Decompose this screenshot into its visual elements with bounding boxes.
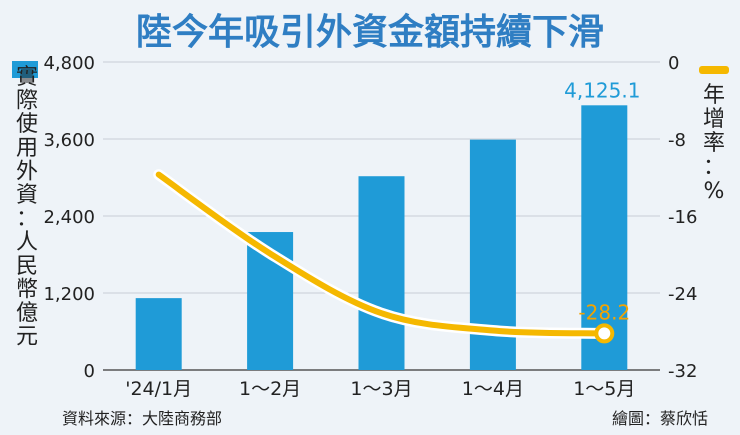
data-labels: 4,125.1 -28.2 [564, 78, 640, 324]
right-axis-label: 年增率：% [703, 83, 725, 204]
right-axis-tick-label: -8 [668, 130, 686, 151]
left-axis-tick-label: 2,400 [43, 207, 95, 228]
left-axis-tick-label: 0 [84, 361, 95, 382]
line-path [155, 171, 608, 337]
category-label: 1～3月 [350, 378, 412, 400]
line-endpoint [594, 323, 615, 344]
left-axis-tick-label: 4,800 [43, 53, 95, 74]
growth-line [153, 169, 615, 344]
category-labels: '24/1月 1～2月 1～3月 1～4月 1～5月 [125, 378, 635, 400]
credit-note: 繪圖：蔡欣恬 [612, 409, 708, 428]
bar [135, 298, 182, 370]
category-label: 1～2月 [239, 378, 301, 400]
category-label: 1～4月 [462, 378, 524, 400]
category-label: 1～5月 [573, 378, 635, 400]
right-axis-tick-label: 0 [668, 53, 679, 74]
category-label: '24/1月 [125, 378, 192, 400]
source-note: 資料來源：大陸商務部 [62, 409, 222, 428]
chart-title: 陸今年吸引外資金額持續下滑 [136, 11, 604, 53]
left-axis-label: 實際使用外資：人民幣億元 [16, 65, 38, 350]
right-axis-tick-label: -24 [668, 284, 697, 305]
legend-line-swatch [699, 66, 729, 74]
bar-value-label: 4,125.1 [564, 78, 640, 102]
legend-bar-swatch [12, 61, 38, 78]
line-value-label: -28.2 [578, 300, 630, 324]
left-axis-ticks: 0 1,200 2,400 3,600 4,800 [43, 53, 95, 382]
right-axis-tick-label: -16 [668, 207, 697, 228]
left-axis-tick-label: 3,600 [43, 130, 95, 151]
bar [358, 176, 405, 370]
left-axis-tick-label: 1,200 [43, 284, 95, 305]
right-axis-tick-label: -32 [668, 361, 697, 382]
right-axis-ticks: 0 -8 -16 -24 -32 [668, 53, 697, 382]
